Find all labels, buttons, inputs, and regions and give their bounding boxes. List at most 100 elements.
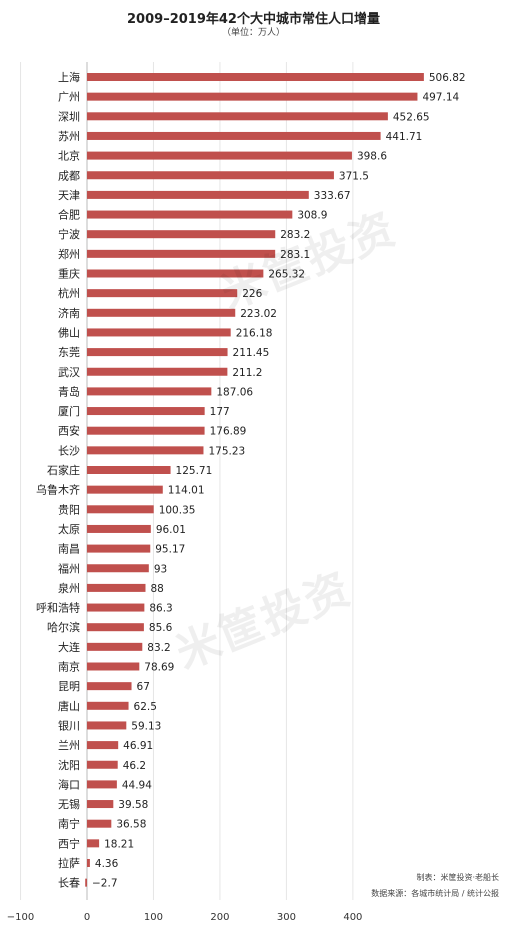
category-label: 青岛 <box>58 384 80 398</box>
data-label: 452.65 <box>393 111 430 123</box>
category-label: 东莞 <box>58 346 80 359</box>
bar <box>87 289 238 298</box>
category-label: 泉州 <box>58 581 80 595</box>
bar <box>87 544 151 553</box>
bar <box>87 623 144 632</box>
data-label: 39.58 <box>118 799 148 811</box>
chart-title: 2009–2019年42个大中城市常住人口增量 <box>127 12 380 27</box>
category-label: 呼和浩特 <box>36 601 80 615</box>
category-label: 乌鲁木齐 <box>36 483 80 497</box>
bar <box>87 73 424 81</box>
bar <box>87 701 129 710</box>
category-label: 济南 <box>58 306 80 320</box>
category-label: 深圳 <box>58 110 80 123</box>
bar <box>87 682 132 691</box>
bar <box>87 603 145 612</box>
category-label: 南京 <box>58 660 80 674</box>
bar <box>87 819 112 828</box>
data-label: 86.3 <box>149 603 172 615</box>
data-label: 371.5 <box>339 170 369 182</box>
data-label: 441.71 <box>386 131 423 143</box>
data-label: 93 <box>154 563 167 575</box>
bar <box>87 485 163 494</box>
data-label: 95.17 <box>155 544 185 556</box>
bar <box>87 583 146 592</box>
category-label: 拉萨 <box>58 856 80 870</box>
category-label: 上海 <box>58 70 80 84</box>
bar <box>87 662 140 671</box>
bar <box>87 308 236 317</box>
bar <box>87 387 212 396</box>
bar <box>87 564 149 573</box>
data-label: 62.5 <box>134 701 157 713</box>
data-label: 216.18 <box>236 327 273 339</box>
category-label: 石家庄 <box>47 463 80 477</box>
x-tick-label: 100 <box>144 912 163 923</box>
data-label: 506.82 <box>429 72 466 84</box>
bar <box>87 171 334 180</box>
category-label: 西安 <box>58 424 80 438</box>
data-label: 114.01 <box>168 485 205 497</box>
data-label: 398.6 <box>357 151 387 163</box>
x-tick-label: 300 <box>277 912 296 923</box>
data-label: 125.71 <box>176 465 213 477</box>
data-label: 177 <box>210 406 230 418</box>
data-label: 4.36 <box>95 858 119 870</box>
chart-subtitle: （单位：万人） <box>221 28 285 38</box>
category-label: 合肥 <box>58 208 80 222</box>
data-label: 96.01 <box>156 524 186 536</box>
bar <box>87 190 309 199</box>
data-label: 100.35 <box>159 504 196 516</box>
data-label: 44.94 <box>122 779 152 791</box>
category-label: 武汉 <box>58 366 80 379</box>
category-label: 西宁 <box>58 836 80 850</box>
bar <box>87 151 352 160</box>
category-label: 长沙 <box>58 444 80 457</box>
category-label: 南宁 <box>58 817 80 831</box>
bar <box>87 505 154 514</box>
category-label: 兰州 <box>58 739 80 752</box>
bar <box>87 407 205 416</box>
data-label: 187.06 <box>216 386 253 398</box>
x-tick-label: −100 <box>7 912 34 923</box>
data-label: −2.7 <box>92 878 118 890</box>
bar <box>87 466 171 474</box>
category-label: 福州 <box>58 561 80 575</box>
data-label: 18.21 <box>104 838 134 850</box>
category-label: 郑州 <box>58 247 80 261</box>
category-label: 宁波 <box>58 227 80 241</box>
data-label: 497.14 <box>422 92 459 104</box>
x-tick-label: 0 <box>84 912 90 923</box>
data-label: 283.1 <box>280 249 310 261</box>
category-label: 厦门 <box>58 404 80 418</box>
data-label: 46.2 <box>123 760 146 772</box>
bar <box>87 269 264 278</box>
category-label: 海口 <box>58 777 80 791</box>
category-label: 昆明 <box>58 680 80 693</box>
bar <box>87 348 228 357</box>
category-label: 重庆 <box>58 267 80 281</box>
chart-credit-source: 数据来源：各城市统计局 / 统计公报 <box>371 889 499 898</box>
category-label: 广州 <box>58 91 80 104</box>
data-label: 36.58 <box>116 819 146 831</box>
data-label: 176.89 <box>210 426 247 438</box>
bar <box>87 642 143 651</box>
bar <box>87 859 90 867</box>
category-label: 沈阳 <box>58 758 80 772</box>
data-label: 46.91 <box>123 740 153 752</box>
bar <box>87 328 231 337</box>
category-label: 成都 <box>58 169 80 182</box>
chart-credit-author: 制表：米筐投资·老船长 <box>416 873 499 882</box>
bar <box>87 800 114 809</box>
data-label: 308.9 <box>297 210 327 222</box>
bar <box>87 210 293 219</box>
bar <box>87 721 127 730</box>
data-label: 283.2 <box>280 229 310 241</box>
category-label: 唐山 <box>58 699 80 713</box>
data-label: 175.23 <box>208 445 245 457</box>
data-label: 59.13 <box>131 720 161 732</box>
bar <box>87 112 388 121</box>
bar <box>87 249 276 258</box>
data-label: 85.6 <box>149 622 173 634</box>
